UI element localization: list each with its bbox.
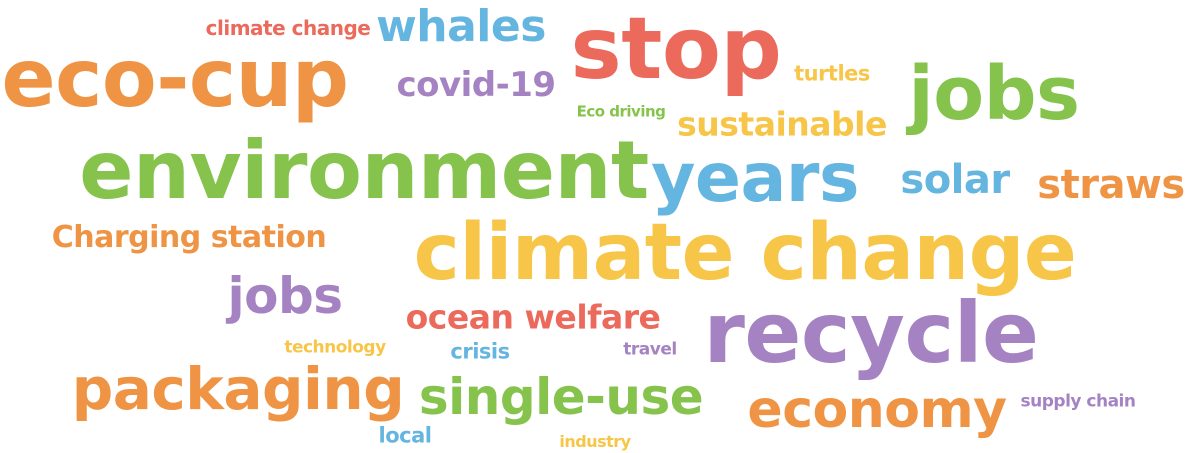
word-climate-change-large: climate change [413,208,1077,298]
word-industry: industry [559,432,631,451]
word-stop: stop [570,0,782,99]
word-covid-19: covid-19 [396,65,556,105]
word-local: local [378,423,432,448]
word-environment: environment [79,124,649,217]
word-eco-driving: Eco driving [576,102,666,121]
word-packaging: packaging [71,355,405,423]
word-climate-change-small: climate change [205,16,371,40]
word-sustainable: sustainable [677,104,887,144]
word-whales: whales [376,1,546,52]
word-straws: straws [1037,162,1185,208]
word-supply-chain: supply chain [1020,391,1136,412]
word-economy: economy [747,380,1007,440]
word-jobs-purple: jobs [227,267,343,325]
word-single-use: single-use [418,368,704,426]
word-travel: travel [623,339,677,360]
word-recycle: recycle [703,284,1039,382]
word-crisis: crisis [450,339,510,364]
word-charging-station: Charging station [51,220,327,255]
word-years: years [651,139,859,218]
word-eco-cup: eco-cup [1,32,349,126]
word-ocean-welfare: ocean welfare [405,297,661,337]
word-turtles: turtles [794,61,870,86]
word-technology: technology [284,337,386,358]
word-jobs-green: jobs [908,51,1080,137]
word-solar: solar [900,157,1010,203]
